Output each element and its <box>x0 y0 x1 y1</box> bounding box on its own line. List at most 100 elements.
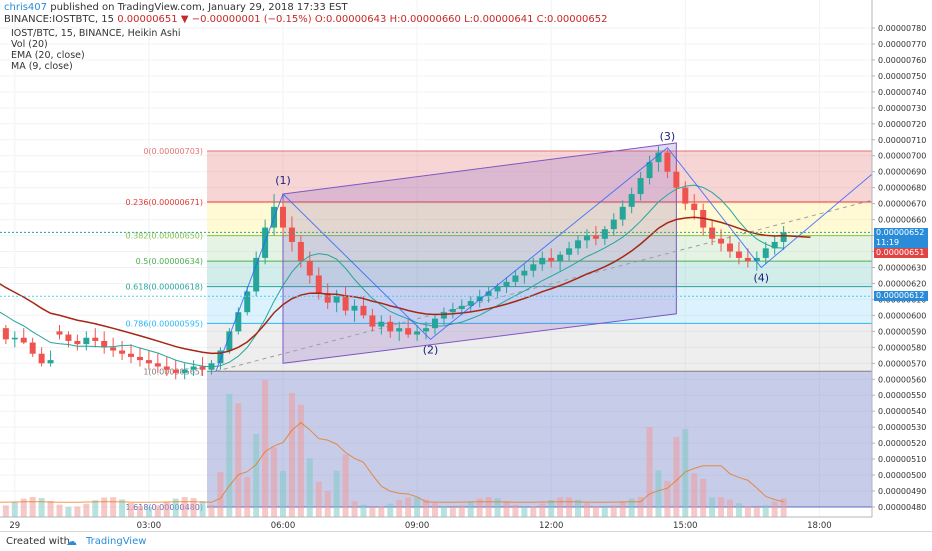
volume-bar <box>154 505 161 517</box>
price-tick-label: 0.00000550 <box>878 391 926 400</box>
volume-bar <box>351 501 358 517</box>
candle-body <box>172 369 179 373</box>
volume-bar <box>83 503 90 517</box>
volume-bar <box>145 506 152 517</box>
price-tick-label: 0.00000740 <box>878 88 926 97</box>
candle-body <box>512 275 519 282</box>
price-tick-label: 0.00000560 <box>878 375 926 384</box>
volume-bar <box>771 501 778 517</box>
price-tick-label: 0.00000580 <box>878 343 926 352</box>
volume-bar <box>333 470 340 517</box>
price-tick-label: 0.00000770 <box>878 40 926 49</box>
volume-bar <box>56 504 63 517</box>
candle-body <box>709 227 716 239</box>
candle-body <box>619 206 626 220</box>
fib-level-label: 0(0.00000703) <box>143 147 203 156</box>
current-price-tag: 0.00000652 <box>874 228 928 238</box>
trend-channel <box>282 142 677 364</box>
candle-body <box>467 301 474 306</box>
candle-body <box>494 286 501 292</box>
volume-bar <box>709 497 716 517</box>
price-axis-bg <box>872 0 932 531</box>
ema-indicator-label[interactable]: EMA (20, close) <box>11 50 85 61</box>
volume-bar <box>280 470 286 517</box>
volume-bar <box>476 498 483 517</box>
candle-body <box>735 251 742 258</box>
price-tick-label: 0.00000750 <box>878 72 926 81</box>
price-chart[interactable]: 0(0.00000703) 0.236(0.00000671) 0.382(0.00… <box>0 0 932 531</box>
author-name[interactable]: chris407 <box>4 2 48 13</box>
candle-body <box>771 241 778 249</box>
fib-level-label: 0.5(0.00000634) <box>136 257 203 266</box>
time-tick-label: 18:00 <box>807 521 832 531</box>
created-with-text: Created with <box>6 536 70 547</box>
candle-body <box>753 257 760 262</box>
vol-indicator-label[interactable]: Vol (20) <box>11 39 48 50</box>
tradingview-brand[interactable]: TradingView <box>86 536 147 547</box>
volume-bar <box>11 502 18 517</box>
candle-body <box>566 248 573 255</box>
candle-body <box>217 350 224 364</box>
volume-bar <box>369 506 376 517</box>
candle-body <box>306 261 313 276</box>
candle-body <box>235 312 242 332</box>
fib-level-label: 0.236(0.00000671) <box>126 198 204 207</box>
volume-bar <box>440 506 447 517</box>
dashed-trend-line <box>215 184 932 372</box>
volume-bar <box>521 506 528 517</box>
volume-bar <box>65 506 72 517</box>
candle-body <box>628 194 635 207</box>
volume-bar <box>423 499 430 517</box>
volume-bar <box>342 454 349 517</box>
ohlc-line: BINANCE:IOSTBTC, 15 0.00000651 ▼ −0.0000… <box>4 14 607 26</box>
candle-body <box>378 321 385 327</box>
series-title[interactable]: IOST/BTC, 15, BINANCE, Heikin Ashi <box>11 28 181 39</box>
price-tick-label: 0.00000600 <box>878 311 926 320</box>
candle-body <box>199 366 206 370</box>
candle-body <box>333 296 340 303</box>
volume-bar <box>485 497 492 517</box>
volume-bar <box>199 501 206 517</box>
footer-bar: Created with ☁ TradingView <box>0 531 932 551</box>
candle-body <box>360 305 367 316</box>
price-tick-label: 0.00000570 <box>878 359 926 368</box>
volume-bar <box>387 503 394 517</box>
candle-body <box>315 275 322 294</box>
ma-indicator-label[interactable]: MA (9, close) <box>11 61 73 72</box>
price-tick-label: 0.00000670 <box>878 200 926 209</box>
candle-body <box>253 257 260 292</box>
candle-body <box>476 296 483 302</box>
volume-bar <box>119 499 126 517</box>
volume-bar <box>727 499 733 517</box>
volume-bar <box>512 504 519 517</box>
volume-bar <box>288 392 295 517</box>
candle-body <box>405 328 412 335</box>
open-value: O:0.00000643 <box>314 14 387 25</box>
time-tick-label: 29 <box>9 521 20 531</box>
candle-body <box>414 331 421 335</box>
candle-body <box>727 243 733 252</box>
price-tick-label: 0.00000730 <box>878 104 926 113</box>
volume-bar <box>101 497 108 517</box>
volume-bar <box>181 497 188 517</box>
volume-bar <box>262 379 269 517</box>
volume-bar <box>691 473 698 517</box>
volume-bar <box>172 498 179 517</box>
candle-body <box>691 203 698 211</box>
candle-body <box>92 337 99 341</box>
candle-body <box>548 257 555 262</box>
candle-body <box>38 353 45 364</box>
price-tick-label: 0.00000530 <box>878 423 926 432</box>
volume-bar <box>583 503 590 517</box>
volume-bar <box>110 497 117 517</box>
price-tick-label: 0.00000710 <box>878 136 926 145</box>
time-tick-label: 15:00 <box>673 521 698 531</box>
volume-bar <box>360 504 367 517</box>
candle-body <box>530 264 537 271</box>
candle-body <box>539 257 546 265</box>
volume-bar <box>557 497 564 517</box>
candle-body <box>718 238 725 244</box>
candle-body <box>2 328 9 340</box>
volume-bar <box>2 505 9 517</box>
candle-body <box>56 331 63 335</box>
